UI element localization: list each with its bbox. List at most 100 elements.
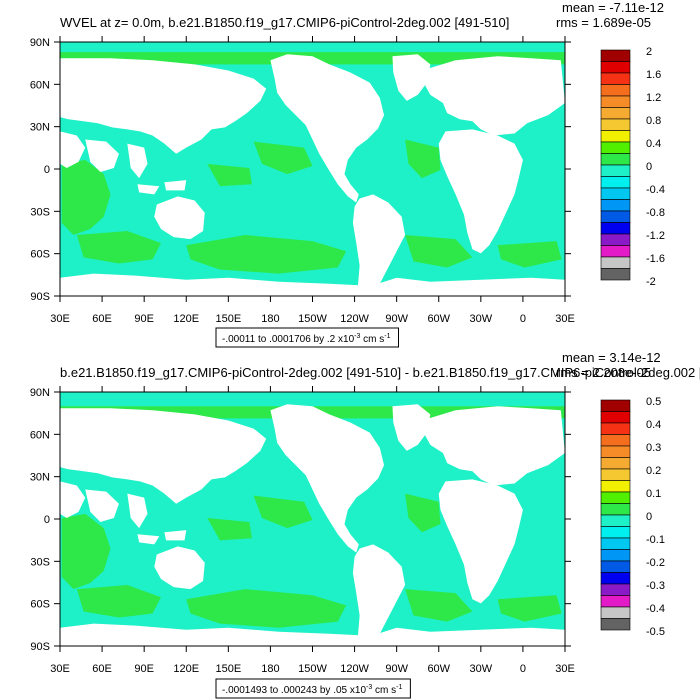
colorbar-swatch: [600, 468, 631, 481]
colorbar-swatch: [600, 457, 631, 470]
colorbar-label: 2: [646, 46, 652, 58]
colorbar-swatch: [600, 572, 631, 585]
colorbar-swatch: [600, 595, 631, 608]
colorbar-swatch: [600, 549, 631, 562]
colorbar-swatch: [600, 491, 631, 504]
colorbar: 2 1.6 1.2 0.8 0.4 0 -0.4 -0.8 -1.2 -1.6 -2: [600, 46, 665, 288]
colorbar-label: 0.5: [646, 396, 661, 408]
x-tick-label: 30W: [470, 663, 493, 675]
x-tick-label: 90E: [134, 663, 154, 675]
colorbar-swatch: [600, 72, 631, 85]
y-tick-label: 60N: [30, 79, 50, 91]
map-field: [60, 392, 565, 647]
colorbar-swatch: [600, 107, 631, 120]
colorbar: 0.5 0.4 0.3 0.2 0.1 0 -0.1 -0.2 -0.3 -0.4 -0.5: [600, 396, 665, 638]
y-tick-label: 90N: [30, 37, 50, 49]
colorbar-label: 0.4: [646, 138, 661, 150]
colorbar-swatch: [600, 187, 631, 200]
x-tick-label: 120W: [340, 663, 369, 675]
colorbar-label: -0.2: [646, 557, 665, 569]
x-tick-label: 30E: [555, 313, 575, 325]
colorbar-label: 0.8: [646, 115, 661, 127]
colorbar-swatch: [600, 49, 631, 62]
colorbar-label: 0.1: [646, 488, 661, 500]
range-box-border: [215, 678, 411, 699]
y-tick-label: 30S: [30, 556, 50, 568]
contour-range-box: -.00011 to .0001706 by .2 x10-3 cm s-1: [215, 327, 399, 348]
colorbar-swatch: [600, 422, 631, 435]
colorbar-label: -2: [646, 276, 656, 288]
rms-label: rms = 1.689e-05: [556, 15, 651, 30]
panel-title: b.e21.B1850.f19_g17.CMIP6-piControl-2deg…: [60, 365, 700, 380]
x-tick-label: 0: [520, 663, 526, 675]
colorbar-swatch: [600, 141, 631, 154]
y-tick-label: 0: [44, 514, 50, 526]
y-tick-label: 30S: [30, 206, 50, 218]
contour-range-text: -.00011 to .0001706 by .2 x10-3 cm s-1: [222, 333, 391, 345]
y-tick-label: 30N: [30, 122, 50, 134]
colorbar-swatch: [600, 245, 631, 258]
colorbar-swatch: [600, 84, 631, 97]
x-tick-label: 0: [520, 313, 526, 325]
colorbar-label: -0.1: [646, 534, 665, 546]
x-tick-label: 30E: [50, 663, 70, 675]
x-tick-label: 120E: [173, 313, 199, 325]
colorbar-swatch: [600, 153, 631, 166]
x-tick-label: 60W: [427, 663, 450, 675]
colorbar-swatch: [600, 606, 631, 619]
colorbar-swatch: [600, 434, 631, 447]
y-tick-label: 60S: [30, 249, 50, 261]
colorbar-label: 1.6: [646, 69, 661, 81]
mean-label: mean = 3.14e-12: [562, 350, 661, 365]
colorbar-label: 0.2: [646, 465, 661, 477]
map-panel-2: b.e21.B1850.f19_g17.CMIP6-piControl-2deg…: [30, 350, 700, 699]
x-tick-label: 90W: [385, 663, 408, 675]
colorbar-swatch: [600, 164, 631, 177]
y-tick-label: 90N: [30, 387, 50, 399]
x-tick-label: 60E: [92, 663, 112, 675]
colorbar-label: 0: [646, 161, 652, 173]
colorbar-swatch: [600, 503, 631, 516]
colorbar-label: -0.5: [646, 626, 665, 638]
colorbar-swatch: [600, 199, 631, 212]
x-tick-label: 150E: [215, 663, 241, 675]
x-tick-label: 30W: [470, 313, 493, 325]
y-tick-label: 30N: [30, 472, 50, 484]
y-tick-label: 60S: [30, 599, 50, 611]
x-tick-label: 120E: [173, 663, 199, 675]
colorbar-swatch: [600, 256, 631, 269]
x-tick-label: 180: [261, 313, 279, 325]
colorbar-swatch: [600, 480, 631, 493]
range-box-border: [215, 327, 399, 348]
colorbar-swatch: [600, 233, 631, 246]
colorbar-swatch: [600, 537, 631, 550]
x-tick-label: 90W: [385, 313, 408, 325]
colorbar-swatch: [600, 61, 631, 74]
y-tick-label: 90S: [30, 641, 50, 653]
colorbar-label: -0.3: [646, 580, 665, 592]
x-tick-label: 60E: [92, 313, 112, 325]
colorbar-swatch: [600, 618, 631, 631]
colorbar-label: 0.4: [646, 419, 661, 431]
colorbar-swatch: [600, 399, 631, 412]
colorbar-label: -0.8: [646, 207, 665, 219]
colorbar-label: -0.4: [646, 184, 665, 196]
colorbar-label: 1.2: [646, 92, 661, 104]
mean-label: mean = -7.11e-12: [562, 0, 664, 15]
colorbar-swatch: [600, 176, 631, 189]
colorbar-swatch: [600, 560, 631, 573]
colorbar-label: -1.2: [646, 230, 665, 242]
x-tick-label: 180: [261, 663, 279, 675]
y-tick-label: 90S: [30, 291, 50, 303]
colorbar-swatch: [600, 130, 631, 143]
x-tick-label: 90E: [134, 313, 154, 325]
x-tick-label: 30E: [50, 313, 70, 325]
colorbar-swatch: [600, 445, 631, 458]
y-tick-label: 0: [44, 164, 50, 176]
colorbar-swatch: [600, 411, 631, 424]
colorbar-swatch: [600, 118, 631, 131]
colorbar-swatch: [600, 583, 631, 596]
colorbar-label: 0: [646, 511, 652, 523]
x-tick-label: 30E: [555, 663, 575, 675]
